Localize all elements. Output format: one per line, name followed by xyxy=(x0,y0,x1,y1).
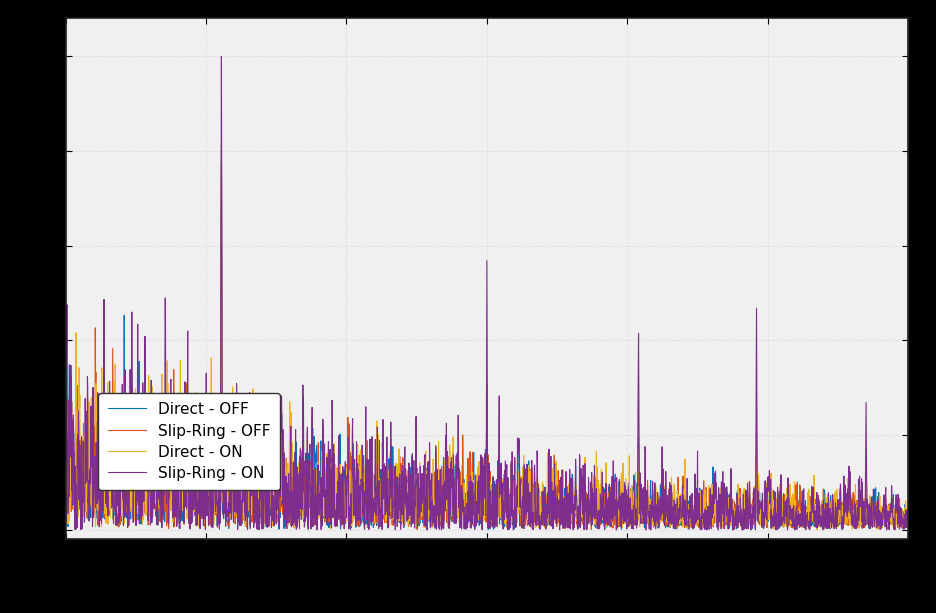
Direct - OFF xyxy=(902,523,914,530)
Slip-Ring - ON xyxy=(216,53,227,60)
Direct - ON xyxy=(206,456,217,463)
Direct - ON xyxy=(156,384,168,392)
Direct - ON xyxy=(420,447,431,455)
Slip-Ring - OFF xyxy=(886,511,898,518)
Direct - ON xyxy=(412,526,423,533)
Slip-Ring - OFF xyxy=(796,524,807,531)
Line: Slip-Ring - OFF: Slip-Ring - OFF xyxy=(66,163,908,530)
Slip-Ring - ON xyxy=(881,527,892,534)
Direct - ON xyxy=(383,466,394,474)
Direct - ON xyxy=(902,509,914,517)
Slip-Ring - OFF xyxy=(645,526,656,533)
Slip-Ring - OFF xyxy=(206,462,217,469)
Slip-Ring - OFF xyxy=(902,516,914,524)
Direct - OFF xyxy=(383,455,394,463)
Slip-Ring - OFF xyxy=(60,514,71,521)
Slip-Ring - ON xyxy=(419,508,431,516)
Slip-Ring - OFF xyxy=(216,159,227,167)
Slip-Ring - ON xyxy=(156,444,168,451)
Direct - ON xyxy=(796,521,807,528)
Slip-Ring - ON xyxy=(206,518,217,525)
Direct - OFF xyxy=(886,519,898,527)
Slip-Ring - ON xyxy=(796,515,807,522)
Direct - OFF xyxy=(216,145,227,153)
Line: Direct - ON: Direct - ON xyxy=(66,142,908,530)
Direct - OFF xyxy=(156,503,168,511)
Direct - OFF xyxy=(60,501,71,508)
Slip-Ring - OFF xyxy=(383,482,394,490)
Direct - ON xyxy=(216,138,227,145)
Slip-Ring - ON xyxy=(886,495,898,503)
Slip-Ring - OFF xyxy=(419,503,431,511)
Slip-Ring - ON xyxy=(383,493,394,501)
Legend: Direct - OFF, Slip-Ring - OFF, Direct - ON, Slip-Ring - ON: Direct - OFF, Slip-Ring - OFF, Direct - … xyxy=(98,393,280,490)
Direct - OFF xyxy=(206,447,217,455)
Slip-Ring - ON xyxy=(60,489,71,497)
Slip-Ring - OFF xyxy=(156,412,168,419)
Direct - OFF xyxy=(419,524,431,531)
Line: Slip-Ring - ON: Slip-Ring - ON xyxy=(66,56,908,530)
Line: Direct - OFF: Direct - OFF xyxy=(66,149,908,529)
Direct - OFF xyxy=(483,525,494,533)
Slip-Ring - ON xyxy=(902,512,914,520)
Direct - ON xyxy=(60,497,71,504)
Direct - ON xyxy=(886,515,898,522)
Direct - OFF xyxy=(796,501,807,508)
